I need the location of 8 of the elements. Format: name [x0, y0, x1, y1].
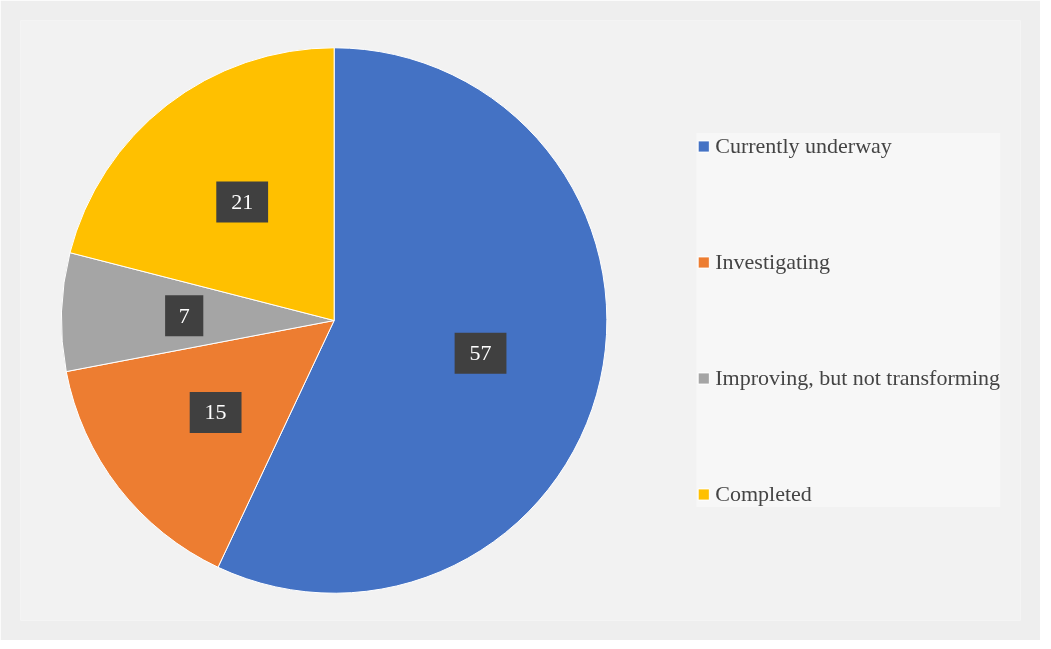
legend-label: Improving, but not transforming	[715, 365, 1000, 391]
data-label: 21	[231, 188, 254, 214]
data-label: 15	[204, 399, 227, 425]
legend-label: Completed	[715, 481, 812, 507]
data-label: 57	[469, 340, 492, 366]
legend-label: Currently underway	[715, 133, 892, 159]
data-label: 7	[178, 302, 190, 328]
legend-label: Investigating	[715, 249, 831, 275]
